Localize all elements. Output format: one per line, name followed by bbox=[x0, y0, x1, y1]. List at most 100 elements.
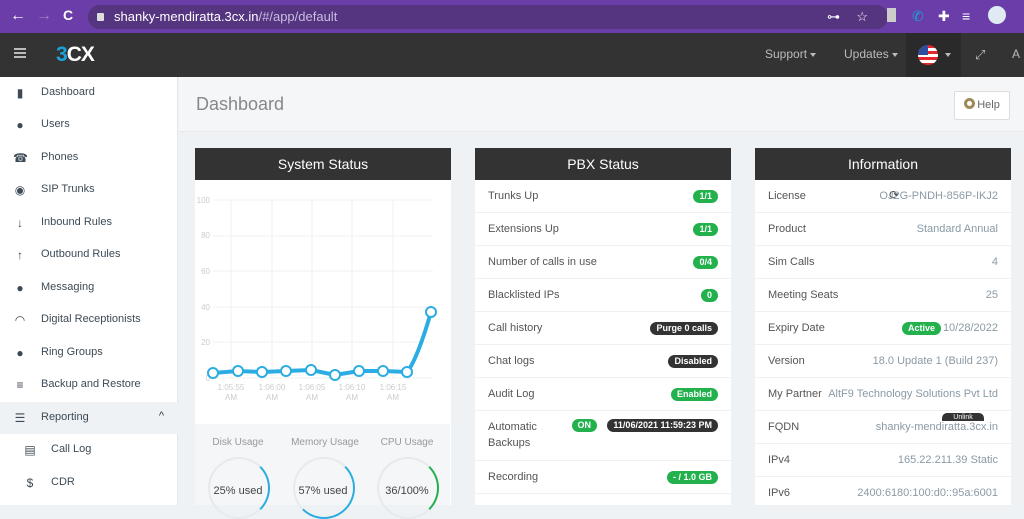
cpu-usage-label: CPU Usage bbox=[380, 437, 434, 448]
url-bar[interactable]: shanky-mendiratta.3cx.in/#/app/default ⊶… bbox=[88, 5, 888, 29]
pbx-status-panel: PBX Status Trunks Up 1/1 Extensions Up 1/1… bbox=[475, 148, 731, 505]
info-row-license: License ⟳ OJ2G-PNDH-856P-IKJ2 bbox=[755, 180, 1011, 213]
fullscreen-icon[interactable]: ⤢ bbox=[975, 47, 986, 62]
unlink-button[interactable]: Unlink bbox=[942, 413, 984, 421]
system-status-panel: System Status 100 80 60 40 20 0 1:05:55 A… bbox=[195, 148, 451, 519]
sidebar-item-outbound-rules[interactable]: ↑ Outbound Rules bbox=[0, 239, 178, 271]
pbx-row-audit-log: Audit Log Enabled bbox=[475, 378, 731, 411]
cpu-line-chart: 100 80 60 40 20 0 1:05:55 AM 1:06:00 AM 1:… bbox=[195, 180, 450, 424]
status-badge[interactable]: 1/1 bbox=[693, 190, 718, 203]
sidebar-item-cdr[interactable]: $ CDR bbox=[0, 467, 178, 499]
sidebar: ▮ Dashboard ● Users ☎ Phones ◉ SIP Trunks ↓ I… bbox=[0, 77, 178, 505]
pbx-row-recording: Recording - / 1.0 GB bbox=[475, 461, 731, 494]
sidebar-item-call-log[interactable]: ▤ Call Log bbox=[24, 443, 92, 457]
url-host: shanky-mendiratta.3cx.in bbox=[114, 9, 259, 24]
pbx-row-extensions: Extensions Up 1/1 bbox=[475, 213, 731, 246]
sidebar-item-inbound-rules[interactable]: ↓ Inbound Rules bbox=[0, 207, 178, 239]
arrow-down-icon: ↓ bbox=[17, 216, 23, 230]
status-badge[interactable]: Disabled bbox=[668, 355, 718, 368]
info-row-ipv4: IPv4 165.22.211.39 Static bbox=[755, 444, 1011, 477]
pbx-row-trunks: Trunks Up 1/1 bbox=[475, 180, 731, 213]
page-header: Dashboard Help bbox=[179, 77, 1024, 132]
sidebar-item-digital-receptionists[interactable]: ◠ Digital Receptionists bbox=[14, 313, 141, 327]
cpu-usage-value: 36/100% bbox=[385, 485, 429, 497]
purge-calls-button[interactable]: Purge 0 calls bbox=[650, 322, 718, 335]
group-icon: ● bbox=[16, 346, 24, 360]
headset-icon: ◠ bbox=[14, 313, 26, 327]
phone-extension-icon[interactable]: ✆ bbox=[912, 8, 924, 24]
panel-title: System Status bbox=[195, 148, 451, 180]
info-row-version: Version 18.0 Update 1 (Build 237) bbox=[755, 345, 1011, 378]
sidebar-item-backup-restore[interactable]: ≡ Backup and Restore bbox=[0, 369, 178, 401]
memory-usage-value: 57% used bbox=[298, 485, 348, 497]
arrow-up-icon: ↑ bbox=[17, 248, 23, 262]
pbx-row-chat-logs: Chat logs Disabled bbox=[475, 345, 731, 378]
info-row-expiry: Expiry Date Active 10/28/2022 bbox=[755, 312, 1011, 345]
info-row-meeting-seats: Meeting Seats 25 bbox=[755, 279, 1011, 312]
forward-icon[interactable]: → bbox=[36, 7, 52, 24]
chevron-up-icon[interactable]: ^ bbox=[158, 410, 164, 422]
panel-title: PBX Status bbox=[475, 148, 731, 180]
status-badge[interactable]: 0 bbox=[700, 289, 718, 302]
backup-on-badge[interactable]: ON bbox=[571, 419, 597, 432]
sidebar-item-sip-trunks[interactable]: ◉ SIP Trunks bbox=[14, 183, 95, 197]
pbx-row-backups: Automatic Backups ON 11/06/2021 11:59:23 P… bbox=[475, 411, 731, 461]
logo: 3CX bbox=[56, 43, 95, 66]
user-menu[interactable]: A bbox=[1012, 47, 1021, 61]
pbx-row-calls: Number of calls in use 0/4 bbox=[475, 246, 731, 279]
globe-icon: ◉ bbox=[14, 183, 26, 197]
user-icon: ● bbox=[16, 118, 24, 132]
panel-title: Information bbox=[755, 148, 1011, 180]
extension-icon[interactable] bbox=[887, 8, 896, 22]
disk-usage-label: Disk Usage bbox=[212, 437, 264, 448]
browser-bar: ← → C shanky-mendiratta.3cx.in/#/app/def… bbox=[0, 0, 1024, 33]
sidebar-item-dashboard[interactable]: ▮ Dashboard bbox=[0, 77, 178, 109]
call-log-icon: ▤ bbox=[24, 443, 36, 457]
puzzle-icon[interactable]: ✚ bbox=[938, 8, 950, 24]
updates-menu[interactable]: Updates bbox=[844, 47, 898, 61]
lock-icon bbox=[97, 13, 104, 21]
sidebar-item-ring-groups[interactable]: ● Ring Groups bbox=[0, 337, 178, 369]
status-badge[interactable]: Enabled bbox=[670, 388, 718, 401]
url-path: /#/app/default bbox=[258, 9, 338, 24]
info-row-partner: My Partner AltF9 Technology Solutions Pvt… bbox=[755, 378, 1011, 421]
star-icon[interactable]: ☆ bbox=[856, 9, 868, 24]
backup-date-badge[interactable]: 11/06/2021 11:59:23 PM bbox=[607, 419, 718, 432]
usage-gauges: Disk Usage Memory Usage CPU Usage 25% us… bbox=[195, 424, 450, 519]
bar-chart-icon: ▮ bbox=[16, 86, 24, 100]
information-panel: Information License ⟳ OJ2G-PNDH-856P-IKJ2 … bbox=[755, 148, 1011, 510]
sidebar-item-messaging[interactable]: ● Messaging bbox=[0, 272, 178, 304]
sidebar-item-reporting[interactable]: ☰ Reporting ^ bbox=[0, 402, 178, 434]
info-row-ipv6: IPv6 2400:6180:100:d0::95a:6001 bbox=[755, 477, 1011, 510]
us-flag-icon bbox=[918, 45, 938, 65]
info-row-sim-calls: Sim Calls 4 bbox=[755, 246, 1011, 279]
support-menu[interactable]: Support bbox=[765, 47, 817, 61]
pbx-row-call-history: Call history Purge 0 calls bbox=[475, 312, 731, 345]
status-badge[interactable]: - / 1.0 GB bbox=[666, 471, 718, 484]
status-badge[interactable]: 0/4 bbox=[693, 256, 718, 269]
memory-usage-label: Memory Usage bbox=[291, 437, 359, 448]
menu-icon[interactable] bbox=[14, 48, 26, 58]
disk-usage-value: 25% used bbox=[213, 485, 263, 497]
info-row-product: Product Standard Annual bbox=[755, 213, 1011, 246]
lifebuoy-icon bbox=[964, 98, 976, 109]
back-icon[interactable]: ← bbox=[10, 7, 26, 24]
phone-icon: ☎ bbox=[13, 151, 28, 165]
playlist-icon[interactable]: ≡ bbox=[962, 8, 971, 24]
language-menu[interactable] bbox=[906, 33, 961, 77]
app-header: 3CX Support Updates ⤢ A bbox=[0, 33, 1024, 77]
info-row-fqdn: FQDN shanky-mendiratta.3cx.in bbox=[755, 411, 1011, 444]
chat-icon: ● bbox=[16, 281, 24, 295]
profile-avatar[interactable] bbox=[988, 6, 1006, 24]
refresh-icon[interactable]: ⟳ bbox=[888, 188, 899, 202]
database-icon: ≡ bbox=[16, 378, 24, 392]
dollar-icon: $ bbox=[26, 476, 34, 490]
status-badge[interactable]: 1/1 bbox=[693, 223, 718, 236]
reload-icon[interactable]: C bbox=[63, 7, 74, 23]
pbx-row-blacklisted: Blacklisted IPs 0 bbox=[475, 279, 731, 312]
list-icon: ☰ bbox=[14, 411, 26, 425]
sidebar-item-phones[interactable]: ☎ Phones bbox=[13, 151, 79, 165]
key-icon[interactable]: ⊶ bbox=[827, 9, 840, 24]
sidebar-item-users[interactable]: ● Users bbox=[0, 109, 178, 141]
help-button[interactable]: Help bbox=[954, 91, 1010, 120]
